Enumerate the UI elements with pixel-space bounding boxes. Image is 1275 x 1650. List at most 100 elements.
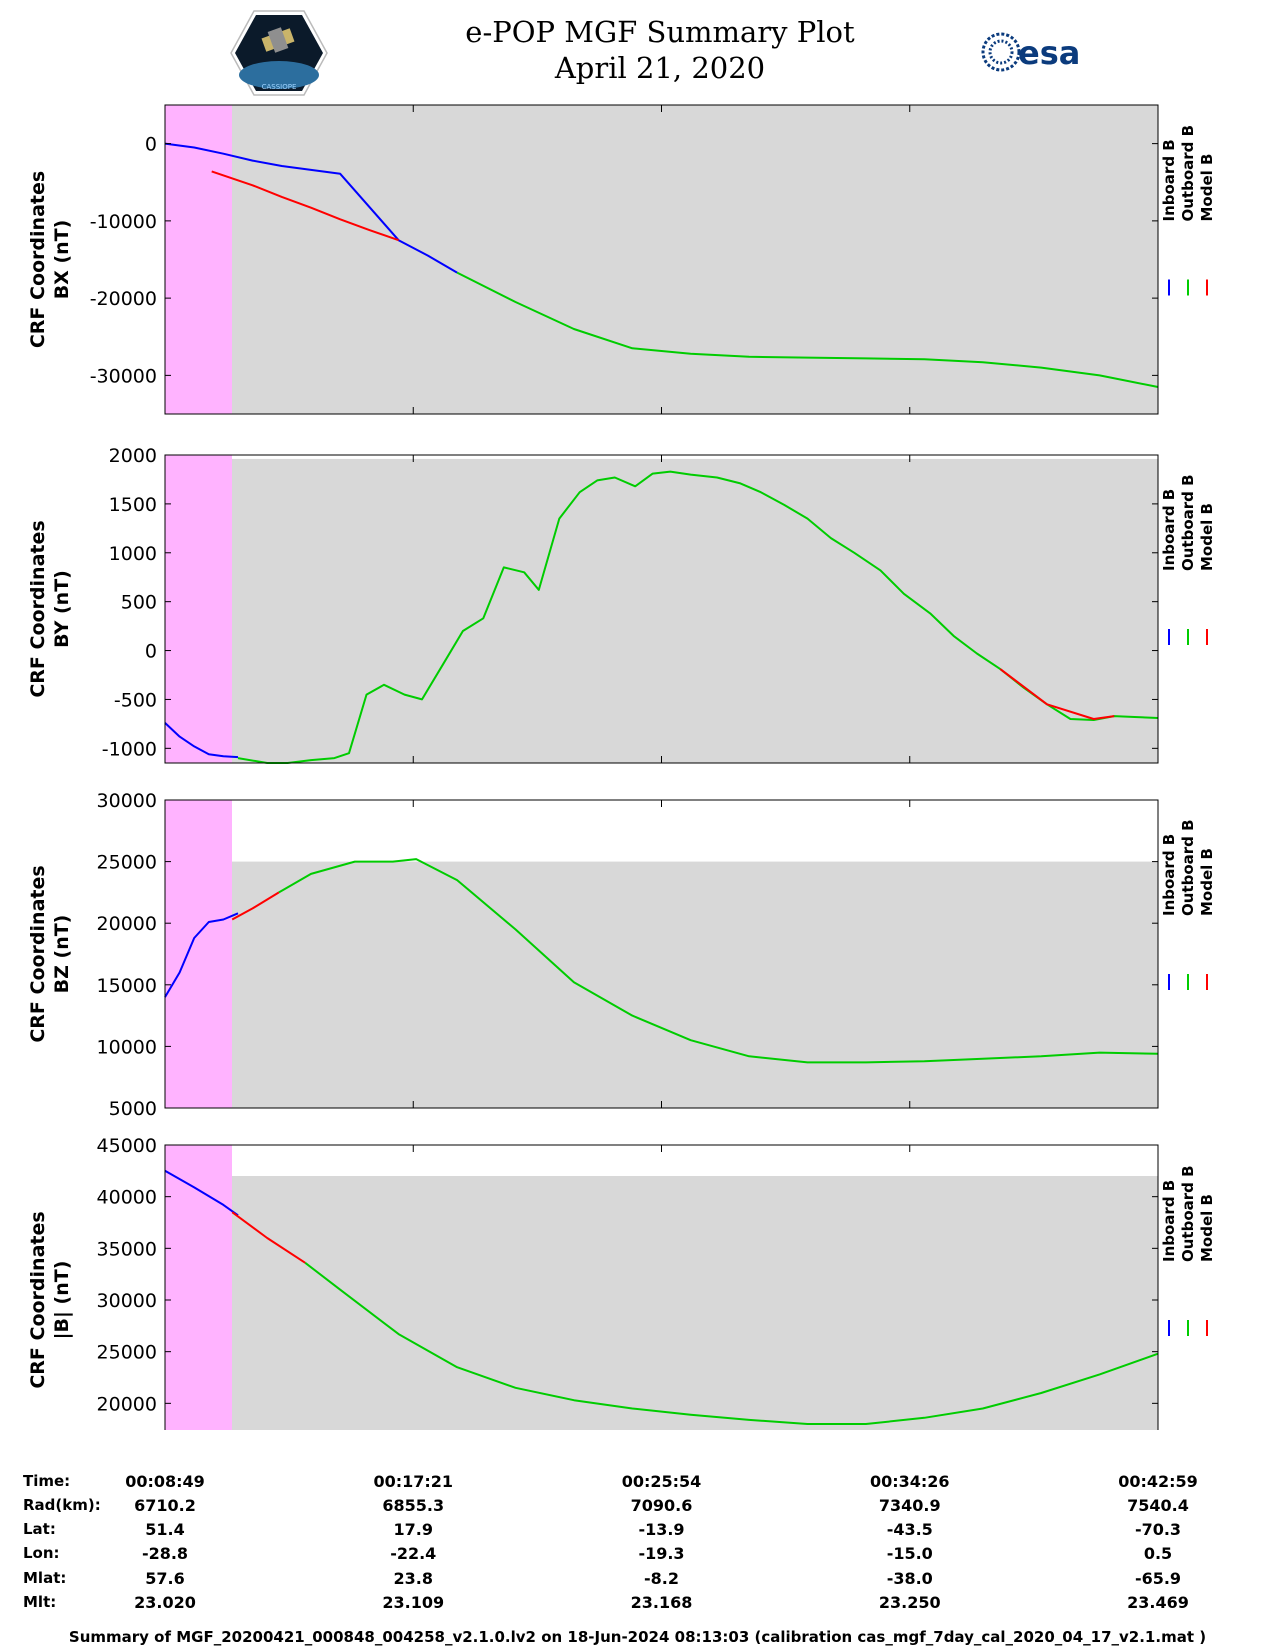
y-tick-label: 20000 <box>97 1393 157 1415</box>
legend-label: Inboard B <box>1160 489 1178 571</box>
table-cell: 7340.9 <box>878 1496 941 1515</box>
series-inboard-b <box>164 1169 239 1217</box>
legend: Inboard B Outboard B Model B <box>1160 1165 1216 1336</box>
series-outboard-b <box>237 470 1159 764</box>
legend-label: Model B <box>1198 503 1216 571</box>
y-axis-label: CRF Coordinates BX (nT) <box>27 171 73 348</box>
y-tick-label: -1000 <box>102 738 157 760</box>
table-row-label: Lon: <box>23 1544 60 1562</box>
table-cell: 7090.6 <box>630 1496 693 1515</box>
legend-label: Model B <box>1198 848 1216 916</box>
table-cell: -13.9 <box>638 1520 685 1539</box>
table-cell: 00:25:54 <box>621 1472 702 1491</box>
series-model-b <box>231 891 280 921</box>
series-outboard-b <box>304 1262 1159 1425</box>
gray-shading <box>165 105 1158 414</box>
pink-shading <box>165 105 232 414</box>
svg-text:esa: esa <box>1018 34 1080 72</box>
y-axis-label-line-2: |B| (nT) <box>51 1261 73 1340</box>
y-axis-label-line-2: BY (nT) <box>51 570 73 648</box>
title-line-1: e-POP MGF Summary Plot <box>465 15 855 49</box>
y-tick-label: 500 <box>121 592 157 614</box>
table-cell: 00:42:59 <box>1118 1472 1198 1491</box>
table-cell: -8.2 <box>644 1569 679 1588</box>
table-row-label: Rad(km): <box>23 1496 101 1514</box>
y-axis-label: CRF Coordinates |B| (nT) <box>27 1211 73 1388</box>
table-cell: 23.250 <box>878 1593 941 1612</box>
legend-label: Inboard B <box>1160 834 1178 916</box>
y-tick-label: 40000 <box>97 1187 157 1209</box>
table-cell: 6855.3 <box>382 1496 445 1515</box>
series-inboard-b <box>164 142 458 274</box>
y-tick-label: 35000 <box>97 1238 157 1260</box>
table-cell: -22.4 <box>390 1544 437 1563</box>
table-cell: -15.0 <box>886 1544 933 1563</box>
y-tick-label: 1500 <box>109 494 157 516</box>
chart-panel-4: 45000400003500030000250002000015000CRF C… <box>27 1135 1216 1430</box>
table-cell: 23.8 <box>393 1569 433 1588</box>
series-model-b <box>211 170 399 242</box>
series-model-b <box>231 1211 306 1264</box>
y-tick-label: 0 <box>145 641 157 663</box>
pink-shading <box>165 1145 232 1430</box>
table-cell: 00:34:26 <box>869 1472 950 1491</box>
y-tick-label: 15000 <box>97 975 157 997</box>
y-axis-label: CRF Coordinates BY (nT) <box>27 520 73 697</box>
table-row-label: Mlat: <box>23 1569 67 1587</box>
footer-summary: Summary of MGF_20200421_000848_004258_v2… <box>68 1628 1207 1646</box>
cassiope-logo: CASSIOPE <box>230 10 328 96</box>
svg-text:CASSIOPE: CASSIOPE <box>262 83 297 91</box>
series-inboard-b <box>164 912 239 998</box>
series-model-b <box>999 668 1115 720</box>
table-row-label: Time: <box>23 1472 71 1490</box>
table-row-label: Mlt: <box>23 1593 57 1611</box>
table-cell: -65.9 <box>1134 1569 1182 1588</box>
table-cell: 00:17:21 <box>373 1472 454 1491</box>
table-cell: -38.0 <box>886 1569 933 1588</box>
legend-label: Model B <box>1198 1194 1216 1262</box>
series-outboard-b <box>278 858 1159 1064</box>
gray-shading <box>165 861 1158 1108</box>
page-title: e-POP MGF Summary Plot April 21, 2020 <box>380 14 940 86</box>
y-tick-label: 5000 <box>109 1098 157 1120</box>
table-cell: 00:08:49 <box>125 1472 205 1491</box>
gray-shading <box>165 1176 1158 1430</box>
series-inboard-b <box>164 722 239 759</box>
table-cell: 0.5 <box>1143 1544 1173 1563</box>
legend-label: Outboard B <box>1179 474 1197 571</box>
table-cell: 6710.2 <box>134 1496 196 1515</box>
y-axis-label-line-2: BZ (nT) <box>51 915 73 994</box>
y-tick-label: 25000 <box>97 852 157 874</box>
title-line-2: April 21, 2020 <box>554 51 766 85</box>
legend: Inboard B Outboard B Model B <box>1160 125 1216 296</box>
legend: Inboard B Outboard B Model B <box>1160 474 1216 645</box>
y-axis-label-line-1: CRF Coordinates <box>27 1211 49 1388</box>
pink-shading <box>165 455 232 763</box>
table-cell: 51.4 <box>145 1520 185 1539</box>
y-tick-label: 30000 <box>97 1290 157 1312</box>
y-tick-label: -10000 <box>90 211 157 233</box>
y-axis-label-line-2: BX (nT) <box>51 220 73 300</box>
chart-panel-1: 0 -10000 -20000 -30000 CRF Coordinates BX (nT… <box>27 104 1216 415</box>
chart-panel-2: 2000 1500 1000 500 0 -500 -1000 CRF Coordinates… <box>27 445 1216 764</box>
legend-label: Inboard B <box>1160 139 1178 221</box>
legend-label: Outboard B <box>1179 1165 1197 1262</box>
y-tick-label: 45000 <box>97 1135 157 1157</box>
legend-label: Model B <box>1198 154 1216 222</box>
y-axis-label-line-1: CRF Coordinates <box>27 171 49 348</box>
y-axis-label-line-1: CRF Coordinates <box>27 520 49 697</box>
table-cell: 23.020 <box>134 1593 196 1612</box>
y-tick-label: 20000 <box>97 913 157 935</box>
table-cell: -43.5 <box>886 1520 933 1539</box>
chart-panel-3: 30000 25000 20000 15000 10000 5000 CRF Coordin… <box>27 790 1216 1120</box>
legend-label: Outboard B <box>1179 125 1197 222</box>
y-axis-label: CRF Coordinates BZ (nT) <box>27 865 73 1042</box>
gray-shading <box>165 458 1158 763</box>
series-outboard-b <box>456 271 1159 388</box>
y-tick-label: -500 <box>114 689 157 711</box>
y-tick-label: 1000 <box>109 543 157 565</box>
y-tick-label: -30000 <box>90 365 157 387</box>
table-cell: 57.6 <box>145 1569 185 1588</box>
y-tick-label: 25000 <box>97 1342 157 1364</box>
